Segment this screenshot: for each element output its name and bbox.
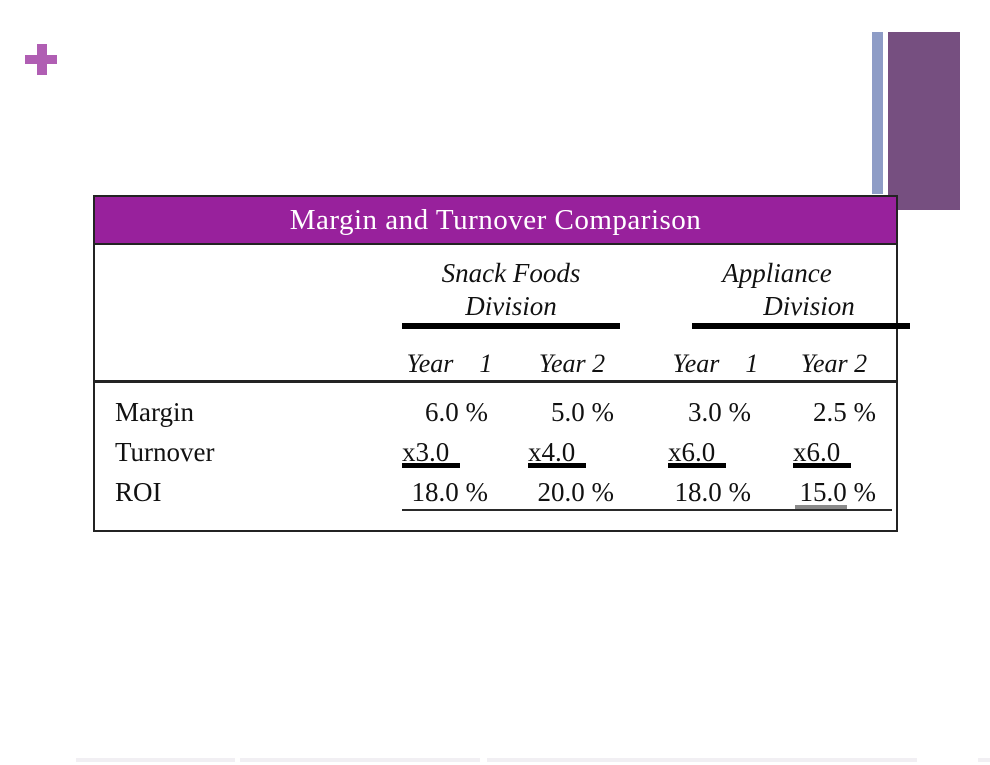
footer-line-segment — [76, 758, 235, 762]
group-header-line2: Division — [763, 291, 855, 321]
turnover-underline — [528, 463, 586, 468]
cell-roi-appliance-year1: 18.0 % — [674, 477, 752, 507]
group-underline-appliance — [692, 323, 910, 329]
accent-bar — [872, 32, 883, 194]
roi-bottom-rule — [402, 509, 892, 511]
cell-turnover-snack-year2: x4.0 — [528, 437, 576, 467]
table-title: Margin and Turnover Comparison — [95, 197, 896, 245]
cell-margin-appliance-year1: 3.0 % — [688, 397, 751, 427]
plus-icon-vertical-bar — [37, 44, 47, 75]
accent-rectangle — [888, 32, 960, 210]
year-header-snack-year1: Year 1 — [406, 349, 493, 378]
turnover-underline — [793, 463, 851, 468]
cell-turnover-appliance-year1: x6.0 — [668, 437, 716, 467]
group-header-line1: Appliance — [722, 258, 832, 288]
footer-line-segment — [487, 758, 917, 762]
cell-margin-snack-year1: 6.0 % — [425, 397, 488, 427]
row-label-margin: Margin — [115, 397, 194, 427]
row-label-turnover: Turnover — [115, 437, 215, 467]
footer-line-segment — [978, 758, 990, 762]
cell-roi-snack-year1: 18.0 % — [411, 477, 489, 507]
cell-margin-snack-year2: 5.0 % — [551, 397, 614, 427]
row-label-roi: ROI — [115, 477, 162, 507]
group-underline-snack-foods — [402, 323, 620, 329]
year-header-snack-year2: Year 2 — [538, 349, 606, 378]
cell-turnover-appliance-year2: x6.0 — [793, 437, 841, 467]
group-header-appliance: Appliance Division — [692, 257, 910, 323]
cell-margin-appliance-year2: 2.5 % — [813, 397, 876, 427]
group-header-snack-foods: Snack Foods Division — [402, 257, 620, 323]
comparison-table: Margin and Turnover Comparison Snack Foo… — [93, 195, 910, 532]
roi-double-underline — [795, 505, 847, 509]
year-header-appliance-year2: Year 2 — [800, 349, 868, 378]
turnover-underline — [402, 463, 460, 468]
group-header-line2: Division — [465, 291, 557, 321]
cell-roi-appliance-year2: 15.0 % — [799, 477, 877, 507]
header-rule — [95, 380, 896, 383]
turnover-underline — [668, 463, 726, 468]
cell-roi-snack-year2: 20.0 % — [537, 477, 615, 507]
year-header-appliance-year1: Year 1 — [672, 349, 759, 378]
footer-line-segment — [240, 758, 480, 762]
group-header-line1: Snack Foods — [441, 258, 581, 288]
cell-turnover-snack-year1: x3.0 — [402, 437, 450, 467]
